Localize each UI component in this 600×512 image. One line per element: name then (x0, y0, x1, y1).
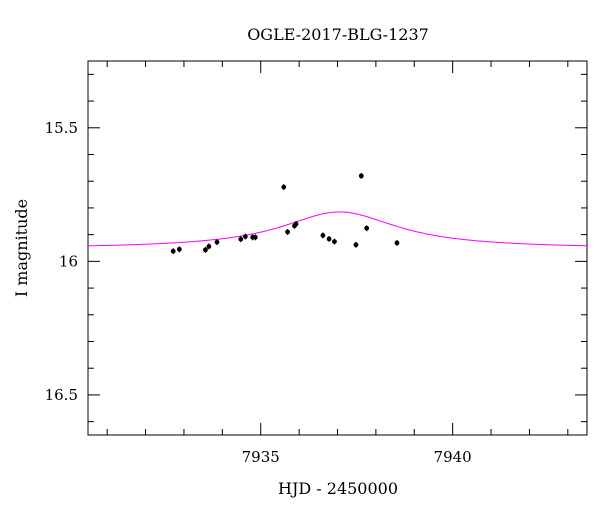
data-point (358, 172, 364, 179)
x-tick-label: 7935 (242, 448, 280, 466)
y-axis-label: I magnitude (12, 199, 31, 297)
data-point (252, 234, 258, 241)
data-point (214, 239, 220, 246)
data-point (332, 238, 337, 245)
data-point (176, 246, 182, 253)
x-axis-label: HJD - 2450000 (278, 479, 398, 498)
data-point (353, 241, 359, 248)
data-point (242, 233, 248, 240)
data-point (170, 248, 176, 255)
model-curve (87, 211, 588, 247)
y-tick-label: 15.5 (45, 119, 78, 137)
axis-ticks (88, 61, 587, 435)
data-point (320, 232, 326, 239)
x-tick-labels: 7935 7940 (242, 448, 472, 466)
data-point (206, 243, 212, 250)
plot-area (87, 60, 588, 436)
data-point (364, 225, 370, 232)
data-points (170, 172, 400, 255)
data-point (394, 239, 400, 246)
plot-frame (87, 60, 588, 436)
y-tick-label: 16 (59, 252, 78, 270)
data-point (326, 235, 332, 242)
data-point (203, 246, 208, 253)
x-tick-label: 7940 (434, 448, 472, 466)
y-tick-label: 16.5 (45, 386, 78, 404)
data-point (281, 184, 287, 191)
data-point (293, 220, 299, 227)
data-point (285, 228, 290, 235)
data-point (238, 236, 244, 243)
chart-title: OGLE-2017-BLG-1237 (247, 25, 429, 44)
y-tick-labels: 15.5 16 16.5 (45, 119, 78, 404)
